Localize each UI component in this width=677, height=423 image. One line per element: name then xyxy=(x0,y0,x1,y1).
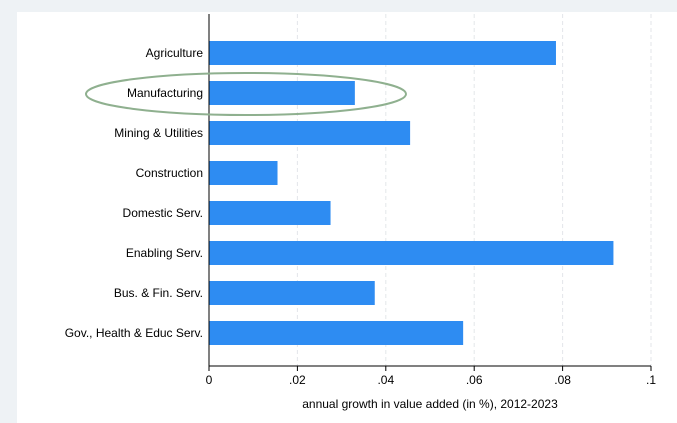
bar xyxy=(209,161,278,185)
x-tick-label: .04 xyxy=(377,373,394,387)
bar xyxy=(209,281,375,305)
bar xyxy=(209,321,464,345)
category-labels: Agriculture Manufacturing Mining & Utiliti… xyxy=(65,46,204,340)
bars xyxy=(209,41,614,345)
bar xyxy=(209,121,411,145)
bar xyxy=(209,81,355,105)
axes xyxy=(208,14,652,371)
x-tick-label: 0 xyxy=(206,373,213,387)
category-label: Agriculture xyxy=(146,46,204,60)
category-label: Manufacturing xyxy=(127,86,203,100)
x-axis-title: annual growth in value added (in %), 201… xyxy=(302,397,558,411)
highlight-ellipse xyxy=(85,72,407,116)
category-label: Construction xyxy=(136,166,203,180)
bar xyxy=(209,41,556,65)
category-label: Mining & Utilities xyxy=(114,126,203,140)
x-tick-labels: 0 .02 .04 .06 .08 .1 xyxy=(206,373,657,387)
category-label: Enabling Serv. xyxy=(126,246,203,260)
x-tick-label: .08 xyxy=(554,373,571,387)
highlight-annotation xyxy=(85,72,407,116)
category-label: Bus. & Fin. Serv. xyxy=(114,286,203,300)
category-label: Gov., Health & Educ Serv. xyxy=(65,326,203,340)
grid-lines xyxy=(296,14,652,366)
x-tick-label: .02 xyxy=(289,373,306,387)
bar xyxy=(209,201,331,225)
x-tick-label: .1 xyxy=(646,373,656,387)
category-label: Domestic Serv. xyxy=(123,206,203,220)
bar xyxy=(209,241,614,265)
x-tick-label: .06 xyxy=(466,373,483,387)
